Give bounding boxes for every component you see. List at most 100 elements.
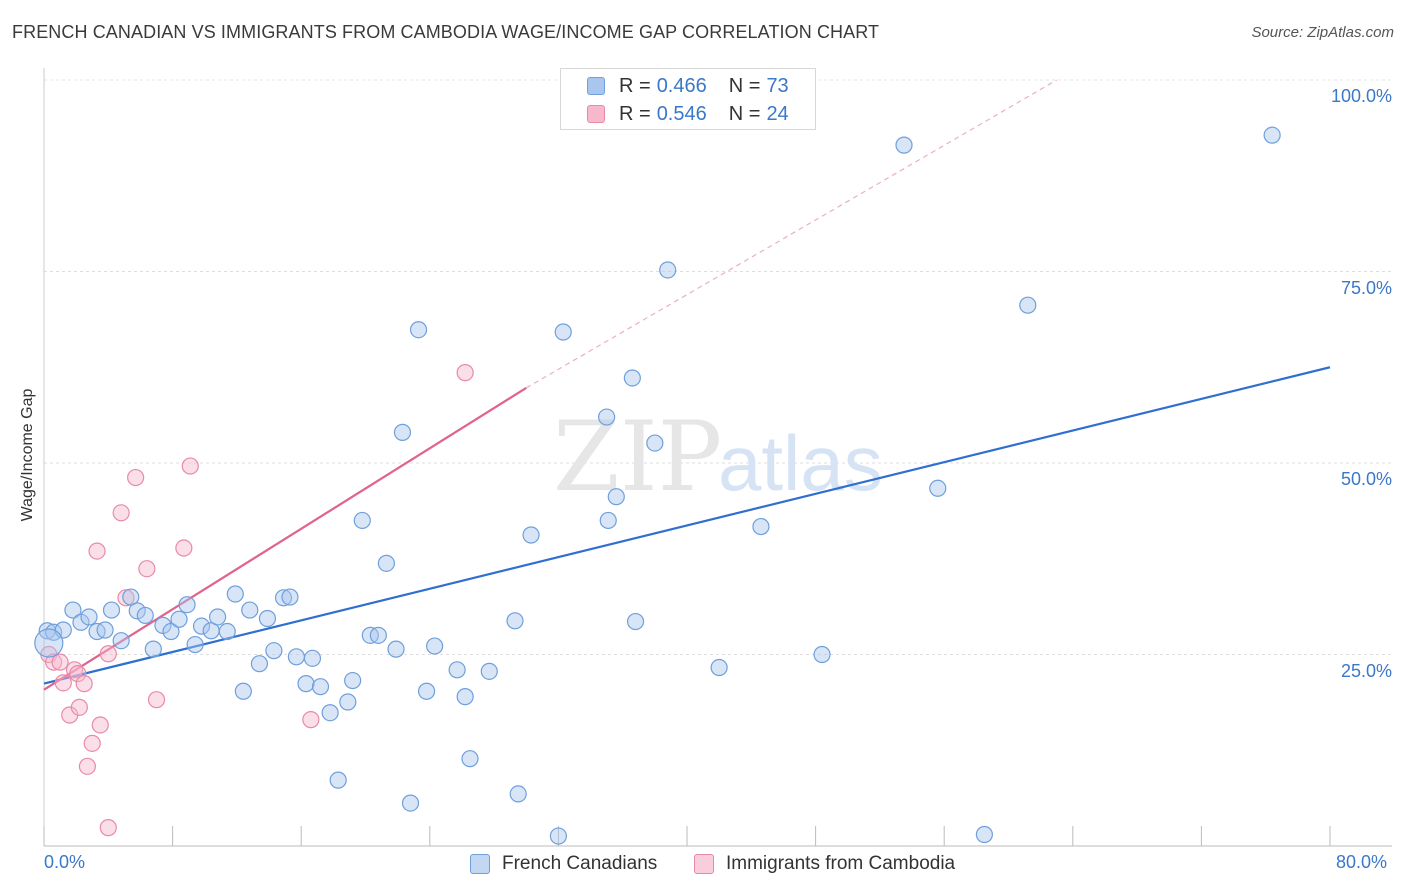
bottom-legend-label: French Canadians	[502, 853, 658, 874]
point-french-canadians	[929, 479, 947, 497]
point-french-canadians	[287, 648, 305, 666]
point-french-canadians	[626, 612, 645, 631]
point-french-canadians	[339, 693, 357, 711]
legend-swatch-pink	[587, 105, 605, 123]
axes	[43, 68, 1392, 847]
point-french-canadians	[297, 675, 315, 693]
point-french-canadians	[509, 785, 527, 803]
point-cambodia	[302, 711, 320, 729]
point-french-canadians	[393, 423, 412, 441]
point-cambodia	[51, 653, 69, 671]
point-french-canadians	[522, 526, 540, 544]
point-french-canadians	[162, 622, 180, 641]
point-french-canadians	[710, 658, 728, 677]
point-cambodia	[147, 691, 166, 709]
point-french-canadians	[353, 511, 371, 530]
legend-r-label: R =	[619, 102, 651, 125]
bottom-legend-swatch-pink	[694, 854, 714, 874]
legend-row-cambodia: R = 0.546 N = 24	[587, 101, 789, 127]
point-french-canadians	[241, 601, 259, 619]
point-french-canadians	[303, 649, 322, 667]
point-french-canadians	[554, 323, 572, 341]
point-french-canadians	[426, 637, 444, 655]
point-cambodia	[138, 560, 156, 578]
y-tick-label: 25.0%	[1340, 660, 1392, 681]
point-french-canadians	[461, 750, 479, 768]
point-cambodia	[75, 675, 93, 693]
chart-title: FRENCH CANADIAN VS IMMIGRANTS FROM CAMBO…	[12, 22, 880, 42]
y-axis-label: Wage/Income Gap	[19, 388, 36, 522]
point-cambodia	[117, 589, 135, 607]
y-tick-label: 75.0%	[1340, 277, 1392, 298]
point-french-canadians	[401, 794, 420, 812]
point-french-canadians	[895, 136, 913, 154]
point-french-canadians	[752, 517, 770, 536]
source-label: Source: ZipAtlas.com	[1251, 24, 1394, 41]
point-french-canadians	[623, 369, 641, 387]
point-french-canadians	[136, 606, 154, 625]
legend-r-value: 0.466	[656, 74, 707, 97]
point-french-canadians	[102, 601, 121, 619]
legend-swatch-blue	[587, 77, 605, 95]
gridlines	[44, 79, 1392, 655]
legend-n-value: 24	[766, 102, 789, 125]
point-french-canadians	[377, 554, 395, 572]
point-french-canadians	[250, 655, 269, 673]
legend-n-value: 73	[766, 74, 789, 97]
point-french-canadians	[813, 645, 831, 664]
point-french-canadians	[975, 825, 993, 844]
point-french-canadians	[448, 661, 466, 679]
point-french-canadians	[226, 585, 244, 603]
point-french-canadians	[281, 588, 299, 606]
legend-n-label: N =	[728, 102, 761, 125]
point-cambodia	[69, 665, 87, 683]
point-french-canadians	[144, 640, 162, 658]
data-points	[34, 126, 1281, 845]
point-french-canadians	[344, 671, 362, 690]
watermark-zip: ZIP	[553, 401, 722, 513]
point-french-canadians	[598, 408, 616, 426]
watermark-atlas: atlas	[718, 419, 883, 507]
point-french-canadians	[369, 626, 387, 644]
point-cambodia	[456, 364, 474, 382]
trend-line-extension	[525, 79, 1058, 389]
point-french-canadians	[599, 511, 617, 530]
point-cambodia	[88, 542, 106, 560]
trend-line-cambodia	[43, 386, 527, 691]
legend-r-value: 0.546	[656, 102, 707, 125]
point-french-canadians	[456, 688, 474, 706]
legend-r-label: R =	[619, 74, 651, 97]
point-cambodia	[175, 539, 193, 557]
legend-n-label: N =	[728, 74, 761, 97]
point-french-canadians	[1263, 126, 1281, 144]
point-french-canadians	[480, 662, 498, 680]
point-french-canadians	[234, 682, 252, 700]
point-french-canadians	[178, 596, 196, 614]
point-cambodia	[112, 504, 130, 522]
point-french-canadians	[659, 261, 677, 279]
bottom-legend-label: Immigrants from Cambodia	[726, 853, 956, 874]
point-french-canadians	[646, 434, 664, 452]
point-cambodia	[181, 457, 199, 475]
point-french-canadians	[209, 608, 227, 626]
point-cambodia	[99, 819, 117, 837]
point-french-canadians	[218, 622, 236, 641]
bottom-legend-cambodia: Immigrants from Cambodia	[694, 852, 955, 876]
point-french-canadians	[329, 771, 347, 789]
point-cambodia	[78, 757, 97, 775]
point-french-canadians	[186, 635, 204, 654]
point-french-canadians	[192, 617, 211, 635]
bottom-legend-french-canadians: French Canadians	[470, 852, 657, 876]
correlation-legend: R = 0.466 N = 73 R = 0.546 N = 24	[560, 68, 816, 130]
x-tick-label-min: 0.0%	[44, 852, 86, 872]
point-cambodia	[54, 674, 72, 692]
point-cambodia	[45, 653, 63, 671]
point-french-canadians	[274, 589, 293, 607]
point-french-canadians	[170, 610, 188, 628]
point-french-canadians	[1019, 296, 1037, 314]
point-french-canadians	[128, 602, 146, 620]
y-tick-label: 100.0%	[1330, 86, 1392, 106]
point-french-canadians	[112, 632, 130, 650]
